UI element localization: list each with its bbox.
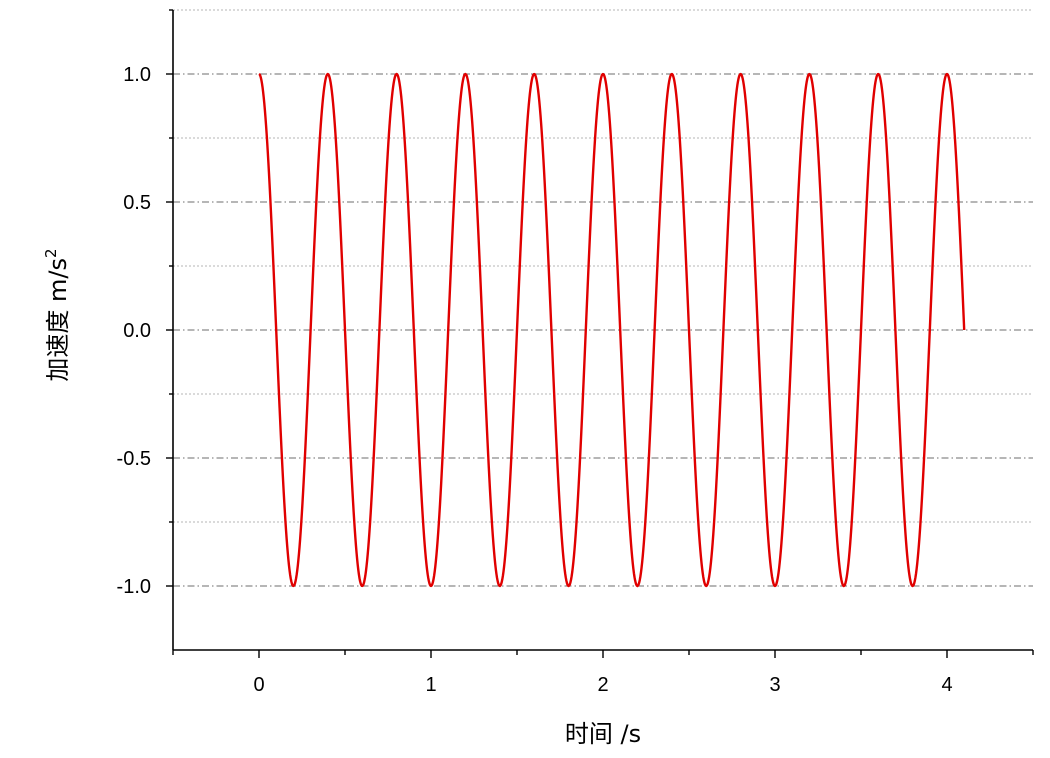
y-tick-label: 0.5 [123, 192, 151, 214]
x-axis-title: 时间 /s [565, 720, 641, 748]
y-tick-label: 0.0 [123, 320, 151, 342]
y-axis-title: 加速度 m/s2 [42, 248, 72, 381]
x-tick-label: 3 [769, 674, 780, 696]
x-tick-label: 1 [425, 674, 436, 696]
y-axis-title-superscript: 2 [42, 248, 60, 258]
series-layer [258, 72, 966, 588]
ticks: 1.0 0.5 0.0 -0.5 -1.0 0 1 2 3 4 [117, 9, 1034, 696]
x-tick-label: 2 [597, 674, 608, 696]
y-tick-label: 1.0 [123, 64, 151, 86]
x-tick-label: 0 [253, 674, 264, 696]
series-line-0 [258, 72, 966, 588]
y-tick-label: -1.0 [117, 576, 151, 598]
y-axis-title-main: 加速度 m/s [44, 258, 72, 382]
y-tick-label: -0.5 [117, 448, 151, 470]
x-tick-label: 4 [941, 674, 952, 696]
